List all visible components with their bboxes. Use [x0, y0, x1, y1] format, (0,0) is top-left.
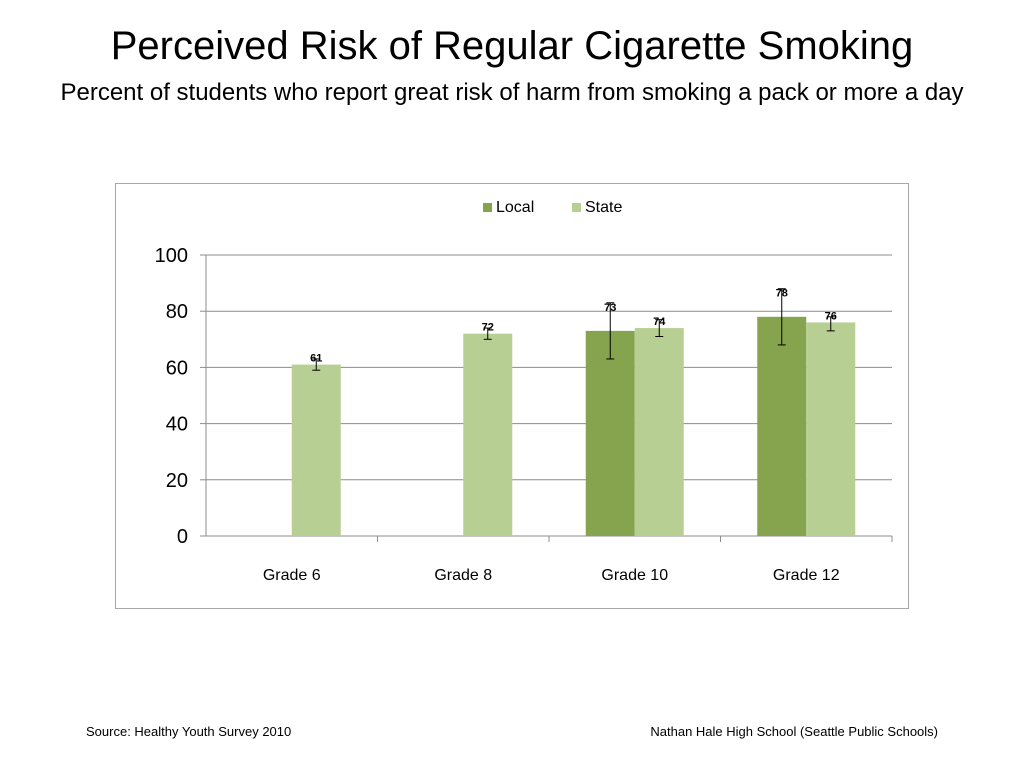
- bar-state: [634, 328, 684, 536]
- y-tick-label: 60: [166, 357, 188, 379]
- data-label: 61: [310, 353, 322, 365]
- data-label: 74: [653, 316, 666, 328]
- legend-swatch: [483, 203, 492, 212]
- x-tick-label: Grade 8: [434, 567, 492, 584]
- y-tick-label: 0: [177, 526, 188, 548]
- legend-swatch: [572, 203, 581, 212]
- y-tick-label: 80: [166, 301, 188, 323]
- chart-frame: 0 20 40 60 80 100 Grade 6 Grade 8 Grade 10 Grade …: [115, 183, 909, 609]
- bar-local: [585, 330, 635, 536]
- data-label: 78: [776, 288, 788, 300]
- x-tick-label: Grade 12: [773, 567, 840, 584]
- page-title: Perceived Risk of Regular Cigarette Smok…: [110, 24, 914, 68]
- y-tick-label: 100: [155, 245, 188, 267]
- data-label: 73: [604, 302, 616, 314]
- school-note: Nathan Hale High School (Seattle Public …: [650, 724, 938, 739]
- y-tick-label: 20: [166, 470, 188, 492]
- bar-chart: 0 20 40 60 80 100 Grade 6 Grade 8 Grade 10 Grade …: [155, 199, 893, 584]
- bar-state: [806, 322, 856, 536]
- bar-state: [291, 364, 341, 536]
- x-tick-label: Grade 6: [263, 567, 321, 584]
- bar-local: [757, 316, 807, 536]
- x-tick-label: Grade 10: [601, 567, 668, 584]
- legend-label: Local: [496, 199, 534, 216]
- legend-label: State: [585, 199, 622, 216]
- bar-state: [463, 333, 513, 536]
- source-note: Source: Healthy Youth Survey 2010: [86, 724, 292, 739]
- data-label: 72: [482, 322, 494, 334]
- data-label: 76: [825, 310, 837, 322]
- y-tick-label: 40: [166, 414, 188, 436]
- page-subtitle: Percent of students who report great ris…: [60, 79, 964, 106]
